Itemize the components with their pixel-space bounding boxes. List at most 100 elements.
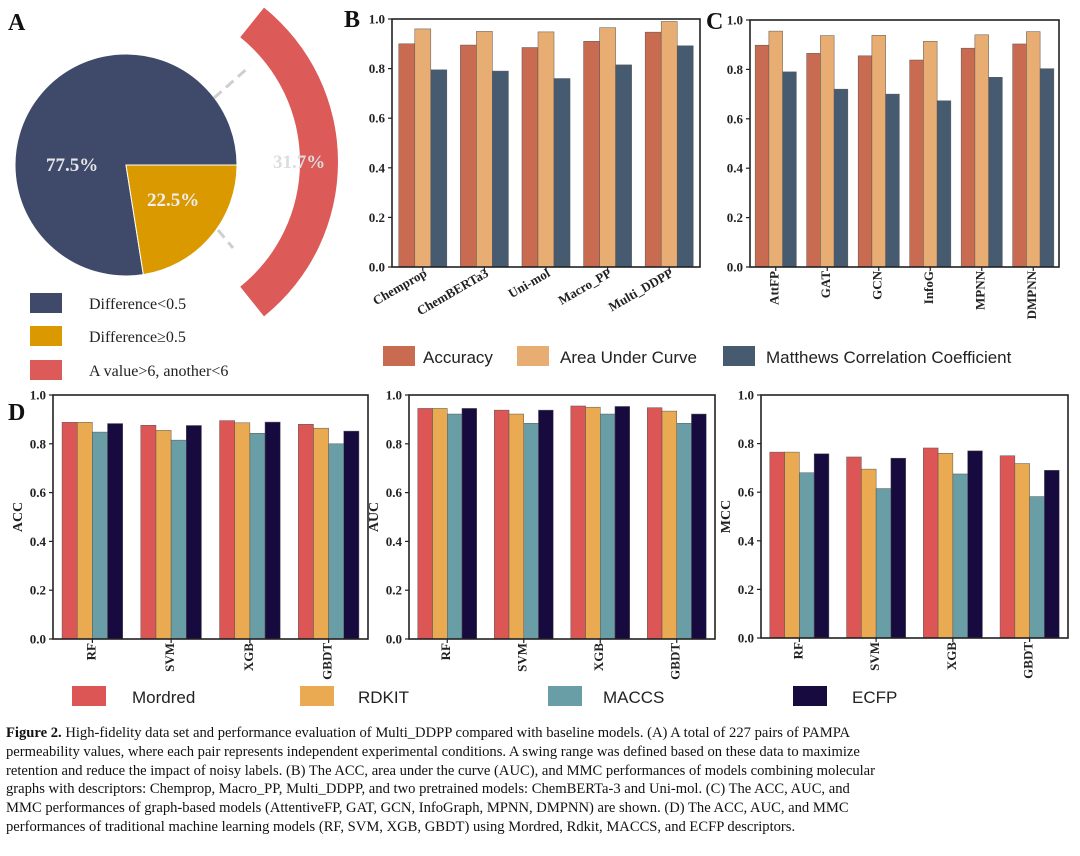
- pie-chart: 77.5% 22.5% 31.7%: [14, 7, 338, 317]
- bar: [846, 456, 862, 639]
- bar: [414, 28, 432, 268]
- y-tick-label: 0.4: [738, 533, 755, 548]
- bar: [857, 55, 873, 268]
- y-tick-label: 0.6: [738, 485, 755, 500]
- y-tick-label: 1.0: [738, 388, 754, 403]
- y-tick-label: 0.8: [386, 436, 403, 451]
- bar: [806, 53, 821, 268]
- bar: [923, 447, 939, 639]
- y-tick-label: 0.6: [30, 485, 47, 500]
- pie-slice-difference-ge: [125, 164, 238, 276]
- y-tick-label: 0.8: [727, 62, 744, 77]
- bar: [508, 413, 524, 640]
- y-tick-label: 0.6: [369, 111, 386, 126]
- bar: [140, 425, 157, 640]
- y-tick-label: 0.2: [727, 210, 743, 225]
- x-tick-label: SVM: [515, 643, 530, 672]
- y-tick-label: 1.0: [30, 388, 46, 403]
- bar: [521, 47, 539, 268]
- caption-line: performances of traditional machine lear…: [6, 818, 796, 835]
- legend-label: Mordred: [132, 688, 195, 707]
- x-tick-label: Multi_DDPP: [606, 265, 676, 314]
- x-tick-label: MPNN: [973, 270, 988, 310]
- bar: [660, 21, 678, 268]
- x-tick-label: XGB: [944, 642, 959, 671]
- caption-line: High-fidelity data set and performance e…: [61, 725, 851, 741]
- y-tick-label: 0.2: [386, 583, 402, 598]
- legend-label: Area Under Curve: [560, 348, 697, 367]
- ring-value-label: 31.7%: [273, 152, 325, 173]
- bar: [264, 421, 281, 640]
- bar: [974, 34, 989, 268]
- bar: [600, 413, 616, 640]
- bar: [186, 425, 202, 640]
- x-tick-label: GAT: [818, 271, 833, 299]
- y-axis-label: MCC: [719, 500, 734, 533]
- y-tick-label: 1.0: [386, 388, 402, 403]
- y-tick-label: 0.0: [30, 632, 46, 647]
- legend-swatch-difference-lt: [30, 293, 62, 313]
- legend-label: A value>6, another<6: [89, 363, 228, 380]
- bar: [999, 455, 1016, 639]
- panel-label-a: A: [8, 10, 26, 36]
- y-tick-label: 0.0: [738, 631, 754, 646]
- bar-chart-4: 0.0 0.2 0.4 0.6 0.8 1.0 RF SVM XGB GBDT AUC: [367, 388, 716, 680]
- y-tick-label: 0.0: [727, 260, 743, 275]
- bar: [461, 408, 477, 640]
- bar: [1039, 68, 1055, 268]
- bar: [313, 427, 329, 640]
- bar: [107, 423, 123, 640]
- bar: [769, 451, 785, 639]
- bar: [1044, 470, 1060, 639]
- bar: [885, 93, 900, 268]
- y-tick-label: 0.4: [369, 160, 386, 175]
- y-tick-label: 1.0: [369, 12, 385, 27]
- caption-line: retention and reduce the impact of noisy…: [6, 762, 876, 779]
- bar: [813, 453, 830, 639]
- plot-frame: [408, 394, 716, 640]
- x-tick-label: RF: [790, 642, 805, 659]
- x-tick-label: SVM: [867, 642, 882, 671]
- caption-line: graphs with descriptors: Chemprop, Macro…: [6, 781, 850, 798]
- y-axis-label: AUC: [367, 502, 382, 532]
- bar: [676, 45, 694, 268]
- pie-value-label: 77.5%: [46, 155, 98, 176]
- x-tick-label: RF: [83, 643, 98, 660]
- y-tick-label: 0.4: [727, 161, 744, 176]
- x-tick-label: GBDT: [1021, 642, 1036, 679]
- bar: [909, 59, 924, 268]
- bar: [782, 71, 797, 268]
- y-axis-label: ACC: [11, 502, 26, 532]
- bar: [890, 457, 906, 639]
- legend-d: Mordred RDKIT MACCS ECFP: [72, 686, 897, 707]
- bar: [937, 453, 954, 639]
- legend-swatch-accuracy: [383, 346, 415, 366]
- bar: [1029, 496, 1045, 639]
- legend-swatch-value-split: [30, 360, 62, 380]
- bar: [585, 406, 601, 640]
- x-tick-label: InfoG: [921, 271, 936, 304]
- bar: [871, 35, 886, 268]
- legend-swatch-maccs: [548, 686, 582, 706]
- bar: [537, 31, 555, 268]
- legend-label: Difference<0.5: [89, 296, 186, 313]
- bar: [614, 406, 630, 640]
- legend-swatch-ecfp: [793, 686, 827, 706]
- legend-swatch-mcc: [723, 346, 755, 366]
- connector-line: [213, 64, 251, 100]
- bar: [615, 64, 632, 268]
- y-tick-label: 0.8: [738, 436, 755, 451]
- x-tick-label: GBDT: [668, 643, 683, 680]
- bar: [249, 433, 266, 640]
- x-tick-label: XGB: [241, 643, 256, 672]
- bar: [494, 409, 510, 640]
- bar: [398, 43, 416, 268]
- bar: [447, 413, 463, 640]
- legend-label: Accuracy: [423, 348, 493, 367]
- ring-segment-value-split: [240, 7, 338, 317]
- bar-chart-2: 0.0 0.2 0.4 0.6 0.8 1.0 AttFP GAT GCN InfoG MPNN DM…: [727, 13, 1060, 319]
- bar: [492, 70, 509, 268]
- bar: [155, 430, 172, 640]
- bar: [875, 488, 892, 639]
